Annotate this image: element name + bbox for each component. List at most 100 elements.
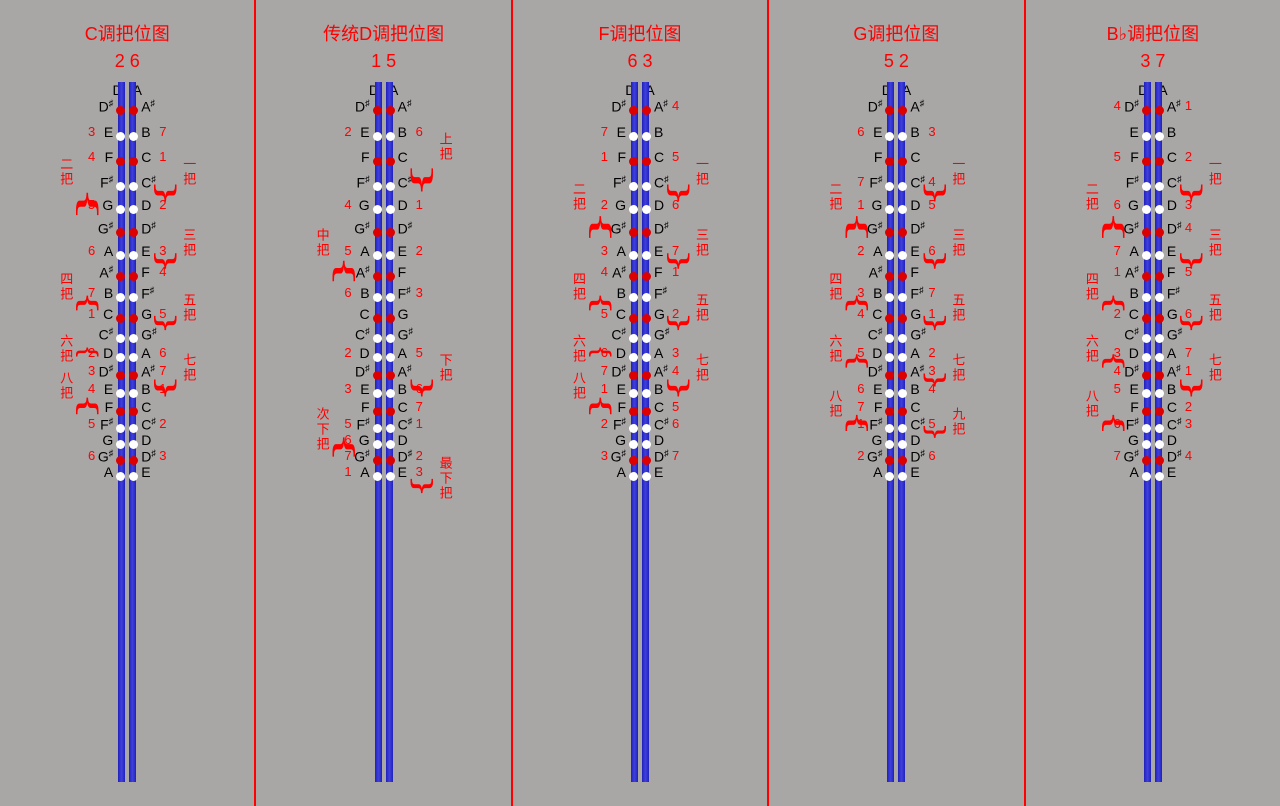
- note-left: F: [617, 149, 626, 165]
- fret-dot: [116, 272, 125, 281]
- key-panel: G调把位图 5 2 DA D♯ A♯ E B 6 3 F C: [769, 0, 1025, 806]
- degree-right: 4: [1185, 220, 1192, 235]
- fret-dot: [386, 106, 395, 115]
- note-left: F: [1130, 149, 1139, 165]
- note-right: A: [910, 345, 919, 361]
- fret-dot: [386, 205, 395, 214]
- fret-dot: [373, 424, 382, 433]
- fret-dot: [898, 456, 907, 465]
- fret-dot: [629, 228, 638, 237]
- fret-row: [116, 407, 138, 416]
- note-right: G: [910, 306, 921, 322]
- key-panel: C调把位图 2 6 DA D♯ A♯ E B 3 7 F C 4 1: [0, 0, 256, 806]
- fret-dot: [1155, 205, 1164, 214]
- note-left: G: [615, 432, 626, 448]
- fret-row: [885, 293, 907, 302]
- note-left: D♯: [1124, 98, 1139, 115]
- degree-left: 4: [601, 264, 608, 279]
- fret-row: [885, 424, 907, 433]
- fret-dot: [898, 440, 907, 449]
- note-left: F♯: [100, 416, 113, 433]
- note-right: A: [654, 345, 663, 361]
- fret-dot: [642, 157, 651, 166]
- degree-left: 6: [857, 381, 864, 396]
- position-brace: 六把 {: [1082, 334, 1101, 390]
- note-left: E: [104, 381, 113, 397]
- fret-dot: [373, 272, 382, 281]
- fret-dot: [129, 132, 138, 141]
- degree-left: 1: [601, 149, 608, 164]
- note-left: A♯: [612, 264, 626, 281]
- fret-row: [116, 424, 138, 433]
- note-left: F: [874, 399, 883, 415]
- fret-dot: [1155, 440, 1164, 449]
- brace-label: 七把: [1205, 353, 1224, 383]
- note-right: G: [141, 306, 152, 322]
- key-panel: 传统D调把位图 1 5 DA D♯ A♯ E B 2 6 F C: [256, 0, 512, 806]
- note-right: D♯: [1167, 220, 1182, 237]
- fret-dot: [642, 407, 651, 416]
- fret-row: [1142, 272, 1164, 281]
- fret-dot: [1155, 456, 1164, 465]
- fret-dot: [116, 293, 125, 302]
- note-right: C♯: [398, 416, 413, 433]
- fret-dot: [898, 228, 907, 237]
- note-left: D♯: [355, 98, 370, 115]
- note-left: A♯: [1125, 264, 1139, 281]
- fret-dot: [116, 106, 125, 115]
- fret-dot: [1142, 472, 1151, 481]
- fret-dot: [129, 314, 138, 323]
- fret-dot: [1142, 440, 1151, 449]
- note-right: C: [1167, 399, 1177, 415]
- fret-row: [116, 205, 138, 214]
- fret-dot: [1155, 157, 1164, 166]
- note-left: F♯: [357, 416, 370, 433]
- note-right: F: [910, 264, 919, 280]
- fret-dot: [116, 132, 125, 141]
- degree-left: 2: [857, 448, 864, 463]
- note-right: E: [910, 243, 919, 259]
- note-right: A♯: [654, 363, 668, 380]
- brace-label: 九把: [948, 407, 967, 437]
- fret-dot: [116, 407, 125, 416]
- fret-row: [1142, 251, 1164, 260]
- fret-dot: [642, 334, 651, 343]
- fret-row: [1142, 440, 1164, 449]
- fret-dot: [129, 456, 138, 465]
- note-left: G♯: [867, 448, 882, 465]
- brace-label: 三把: [179, 228, 198, 258]
- brace-label: 四把: [1082, 272, 1101, 302]
- fret-row: [629, 272, 651, 281]
- fret-row: [1142, 293, 1164, 302]
- note-left: C: [103, 306, 113, 322]
- fret-dot: [1155, 106, 1164, 115]
- note-left: A: [617, 464, 626, 480]
- fret-row: [885, 272, 907, 281]
- fret-dot: [629, 272, 638, 281]
- fret-dot: [129, 106, 138, 115]
- fret-dot: [629, 371, 638, 380]
- brace-label: 五把: [692, 293, 711, 323]
- fret-dot: [386, 228, 395, 237]
- fret-dot: [885, 407, 894, 416]
- fret-dot: [642, 182, 651, 191]
- fret-dot: [629, 389, 638, 398]
- fret-row: [373, 132, 395, 141]
- fret-row: [885, 334, 907, 343]
- fret-row: [885, 407, 907, 416]
- fret-dot: [1155, 293, 1164, 302]
- note-right: C: [654, 149, 664, 165]
- fret-dot: [1142, 334, 1151, 343]
- brace-label: 一把: [1205, 157, 1224, 187]
- neck: DA D♯ A♯ E B 6 3 F C F♯ C: [786, 82, 1006, 782]
- fret-dot: [898, 132, 907, 141]
- note-right: C: [910, 399, 920, 415]
- position-brace: 七把 }: [948, 353, 967, 407]
- position-brace: 三把 }: [948, 228, 967, 293]
- fret-row: [885, 205, 907, 214]
- note-left: A♯: [99, 264, 113, 281]
- panel-title: C调把位图: [0, 20, 254, 46]
- degree-right: 3: [928, 124, 935, 139]
- fret-row: [373, 293, 395, 302]
- fret-dot: [898, 371, 907, 380]
